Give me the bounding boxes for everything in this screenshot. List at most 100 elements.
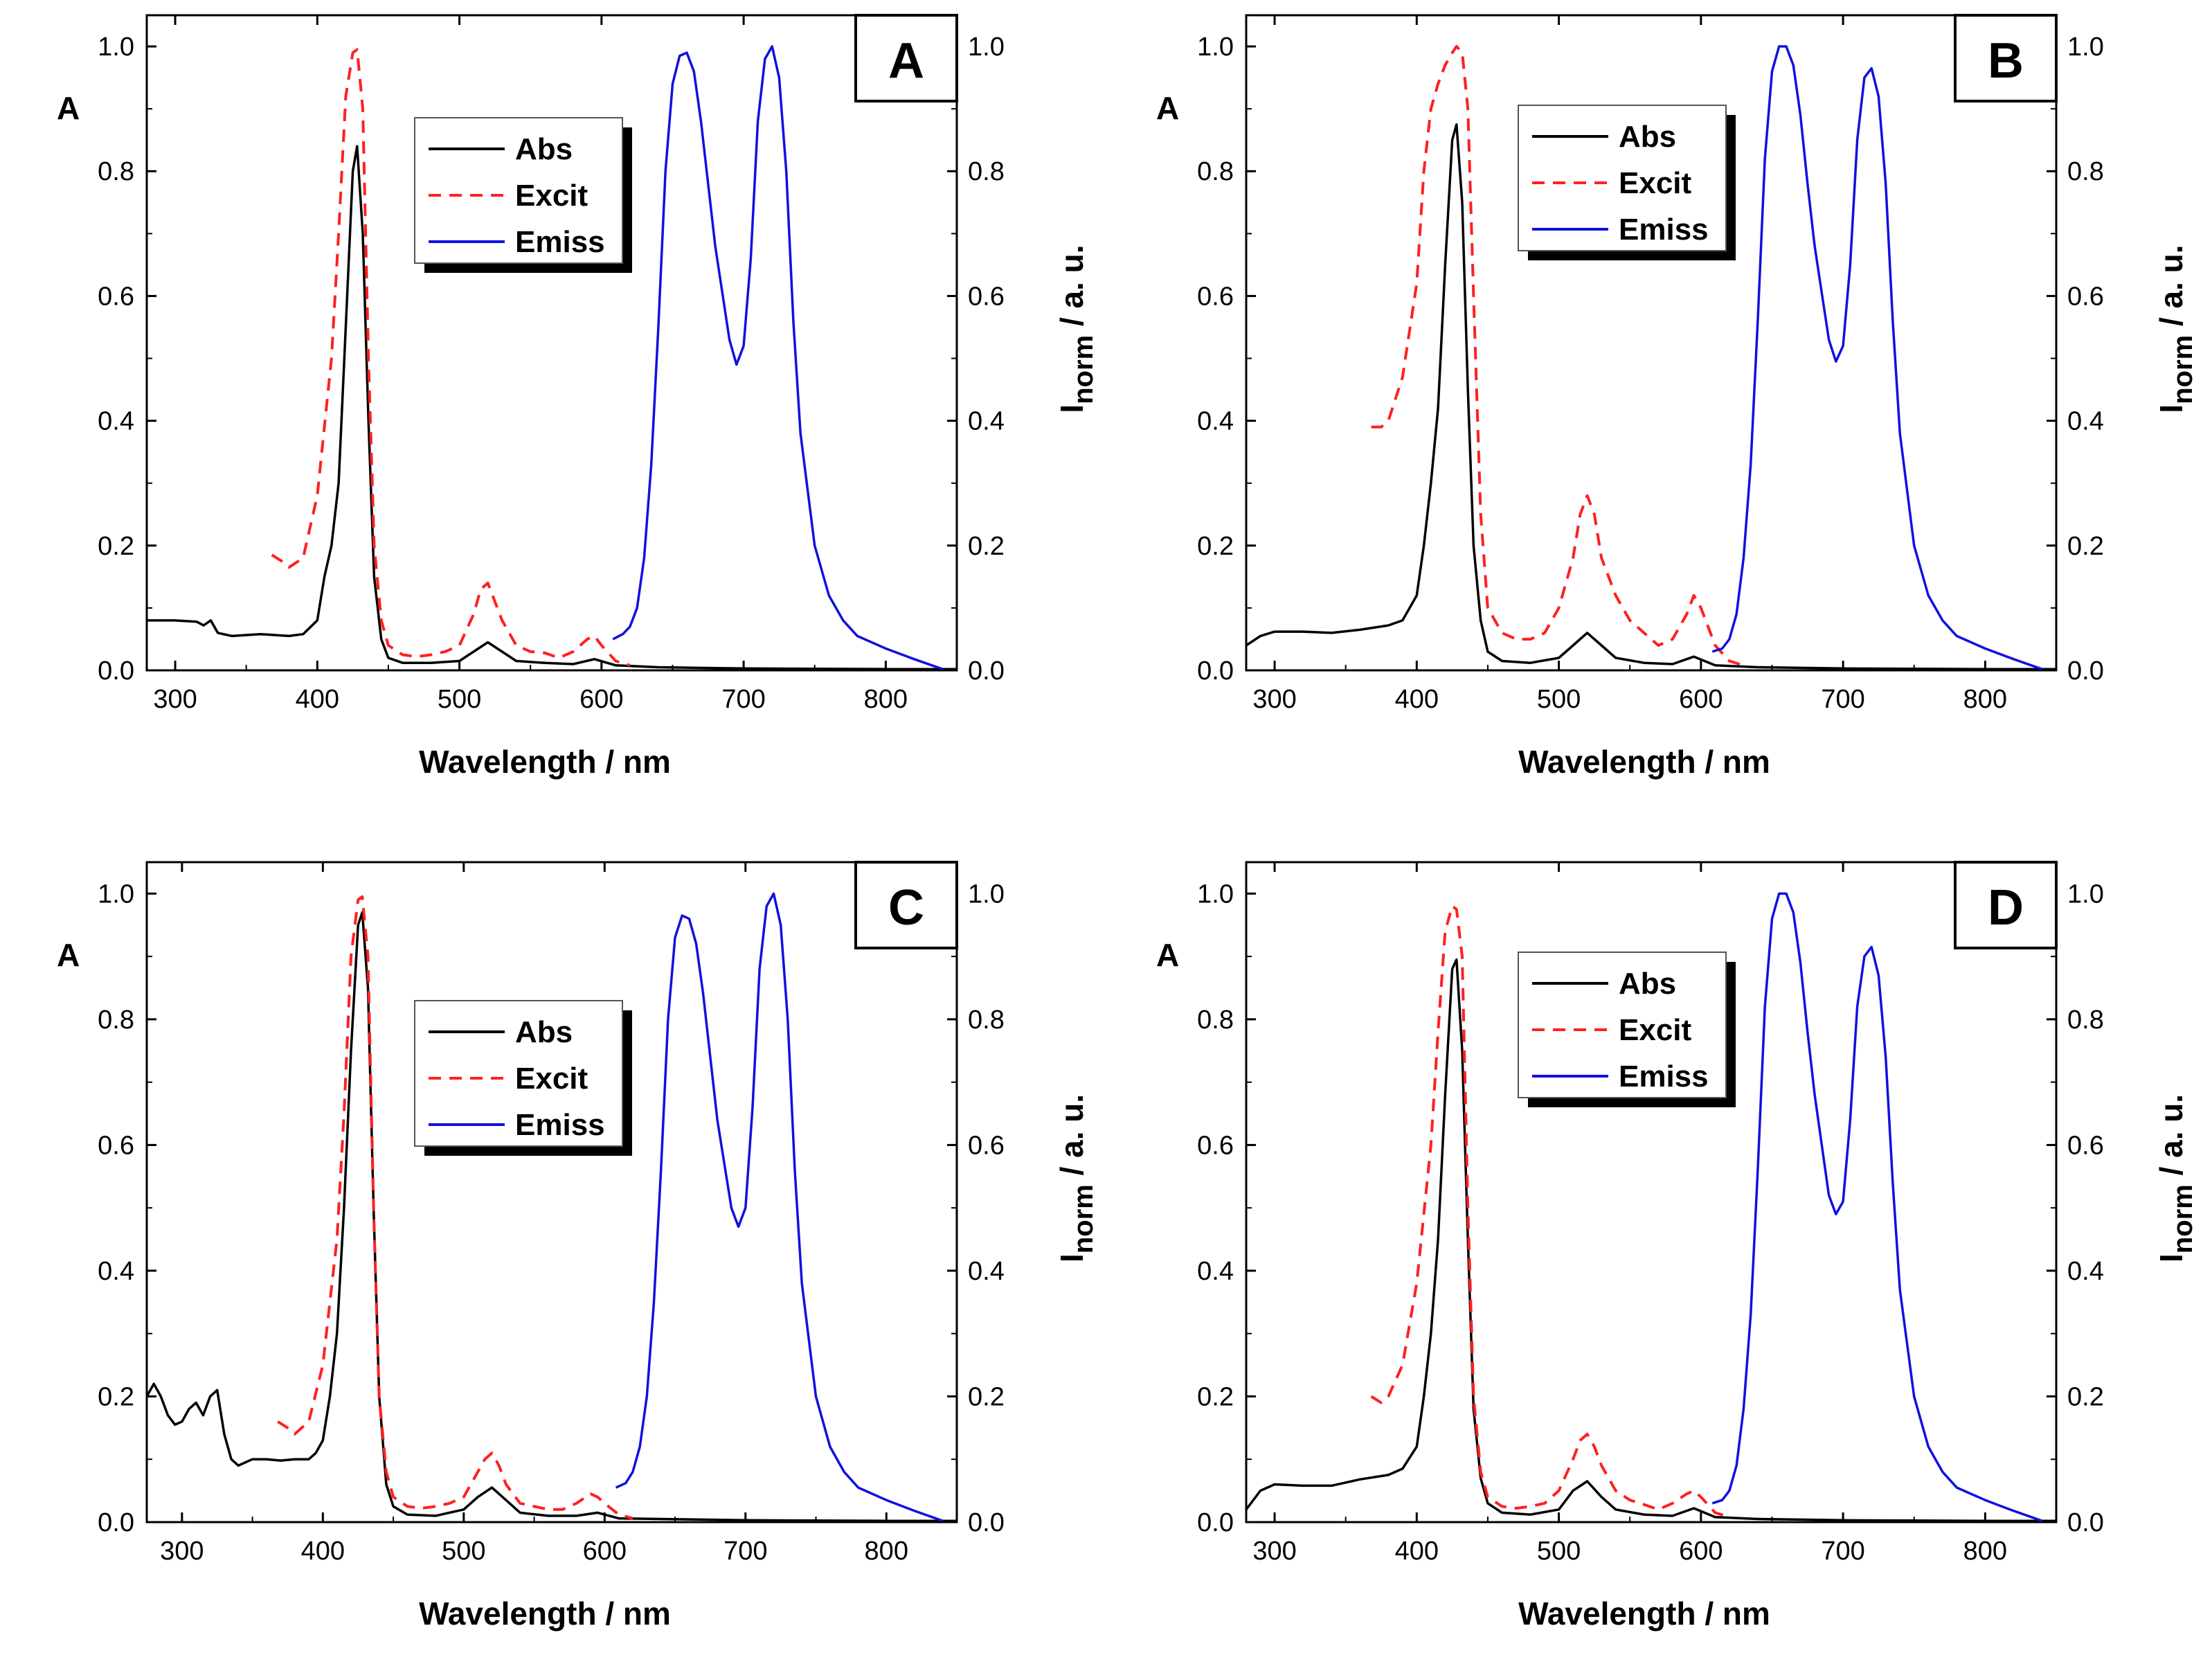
y-axis-title-left: A [1156,90,1179,126]
y-tick-label-right: 0.6 [2067,1131,2104,1160]
legend-label-excit: Excit [1619,166,1692,200]
x-tick-label: 700 [721,685,765,714]
y-tick-label-left: 0.4 [98,1257,134,1286]
y-tick-label-left: 0.2 [1197,1382,1234,1411]
x-tick-label: 300 [153,685,197,714]
panel-letter: B [1988,33,2024,89]
y-tick-label-right: 0.0 [968,656,1005,686]
y-tick-label-left: 0.6 [98,282,134,311]
plot-frame [145,861,958,1524]
y-tick-label-right: 0.2 [968,532,1005,561]
y-tick-label-left: 1.0 [98,33,134,62]
y-tick-label-left: 0.4 [98,407,134,436]
x-tick-label: 400 [301,1537,345,1566]
panel-letter-box [1954,861,2058,949]
series-line-abs [147,911,957,1522]
legend-label-abs: Abs [1619,120,1676,154]
series-line-excit [271,48,631,667]
panel-letter: C [888,880,924,936]
series-line-excit [1371,45,1744,667]
x-tick-label: 600 [1679,1537,1723,1566]
y-axis-title-right: Inorm / a. u. [1054,244,1099,413]
y-tick-label-left: 0.0 [98,656,134,686]
x-tick-label: 500 [1537,1537,1581,1566]
plot-frame [1245,861,2058,1524]
panel-letter: D [1988,880,2024,936]
y-tick-label-right: 0.2 [2067,532,2104,561]
x-tick-label: 300 [1252,685,1296,714]
panel-a: 300 400 500 600 700 800 0.0 0.0 0.2 0.2 0.4 0.4 0.6 0… [57,14,1099,780]
x-tick-label: 400 [1395,685,1439,714]
y-tick-label-right: 0.6 [968,282,1005,311]
x-tick-label: 600 [1679,685,1723,714]
y-tick-label-right: 1.0 [968,33,1005,62]
x-tick-label: 700 [1821,1537,1864,1566]
y-tick-label-right: 1.0 [968,879,1005,909]
panel-b: 300 400 500 600 700 800 0.0 0.0 0.2 0.2 0.4 0.4 0.6 0… [1156,14,2198,780]
y-tick-label-left: 0.2 [98,1382,134,1411]
y-tick-label-right: 0.6 [2067,282,2104,311]
y-axis-title-right: Inorm / a. u. [2153,244,2198,413]
y-axis-title-right: Inorm / a. u. [1054,1094,1099,1262]
y-tick-label-left: 0.4 [1197,407,1234,436]
x-axis-title: Wavelength / nm [1518,1596,1770,1632]
y-tick-label-right: 0.8 [2067,157,2104,186]
panel-letter: A [888,33,924,89]
legend-label-emiss: Emiss [1619,1060,1709,1093]
x-tick-label: 600 [583,1537,627,1566]
series-line-excit [1370,904,1730,1519]
x-tick-label: 500 [442,1537,485,1566]
legend-box [414,1000,623,1147]
y-tick-label-right: 0.2 [2067,1382,2104,1411]
y-tick-label-right: 1.0 [2067,33,2104,62]
legend-label-excit: Excit [1619,1013,1692,1047]
y-tick-label-left: 0.8 [1197,157,1234,186]
legend-box [1518,105,1727,251]
panel-d: 300 400 500 600 700 800 0.0 0.0 0.2 0.2 0.4 0.4 0.6 0… [1156,861,2198,1632]
y-tick-label-left: 0.8 [98,157,134,186]
plot-frame [1245,14,2058,672]
x-axis-title: Wavelength / nm [419,744,671,780]
legend-label-abs: Abs [515,1015,573,1049]
y-tick-label-left: 0.0 [1197,656,1234,686]
legend-label-abs: Abs [1619,967,1676,1001]
y-tick-label-right: 1.0 [2067,879,2104,909]
y-tick-label-right: 0.4 [2067,1257,2104,1286]
legend-box [1518,951,1727,1098]
panel-c: 300 400 500 600 700 800 0.0 0.0 0.2 0.2 0.4 0.4 0.6 0… [57,861,1099,1632]
x-tick-label: 500 [1537,685,1581,714]
y-tick-label-right: 0.6 [968,1131,1005,1160]
legend-label-emiss: Emiss [515,225,605,259]
y-axis-title-left: A [57,937,80,973]
legend-label-excit: Excit [515,179,588,213]
series-line-abs [147,145,957,670]
y-tick-label-left: 0.0 [1197,1508,1234,1537]
series-line-excit [277,895,633,1520]
y-tick-label-left: 0.2 [1197,532,1234,561]
y-tick-label-left: 0.2 [98,532,134,561]
series-line-emiss [1711,892,2043,1522]
y-tick-label-right: 0.0 [2067,656,2104,686]
legend-label-emiss: Emiss [515,1108,605,1142]
x-axis-title: Wavelength / nm [1518,744,1770,780]
y-axis-title-left: A [1156,937,1179,973]
legend-label-excit: Excit [515,1062,588,1096]
x-tick-label: 300 [160,1537,204,1566]
y-tick-label-right: 0.8 [2067,1006,2104,1035]
y-tick-label-left: 1.0 [1197,33,1234,62]
panel-letter-box [854,861,958,949]
panel-letter-box [854,14,958,102]
plot-frame [145,14,958,672]
x-tick-label: 700 [1821,685,1864,714]
legend-label-emiss: Emiss [1619,213,1709,247]
x-tick-label: 800 [865,1537,908,1566]
y-tick-label-right: 0.4 [968,407,1005,436]
y-tick-label-left: 0.6 [1197,1131,1234,1160]
y-tick-label-right: 0.2 [968,1382,1005,1411]
y-tick-label-left: 0.8 [1197,1006,1234,1035]
legend-box [414,117,623,264]
y-tick-label-left: 1.0 [1197,879,1234,909]
series-line-emiss [612,45,944,670]
x-tick-label: 300 [1252,1537,1296,1566]
